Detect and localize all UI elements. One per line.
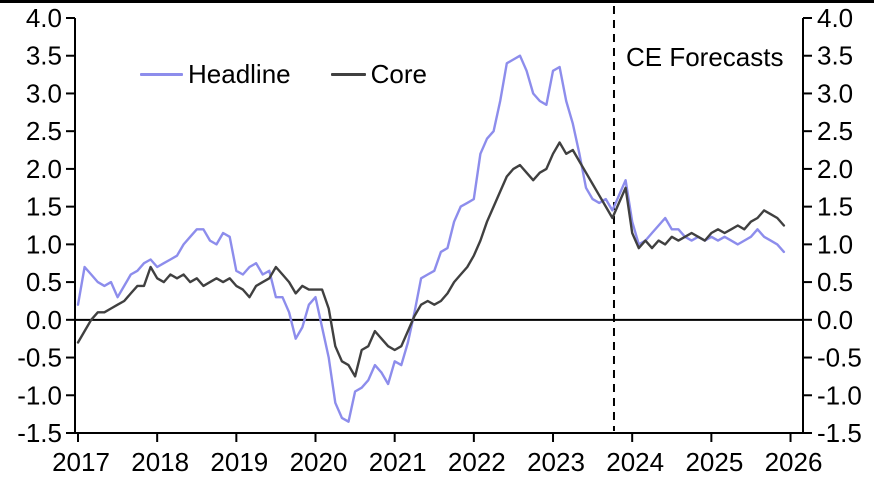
y-axis-label-left: 1.0 — [26, 229, 62, 259]
y-axis-label-left: -1.5 — [17, 418, 62, 448]
x-axis-label: 2025 — [685, 447, 743, 477]
x-axis-label: 2017 — [52, 447, 110, 477]
y-axis-label-left: 0.0 — [26, 305, 62, 335]
x-axis-label: 2021 — [369, 447, 427, 477]
x-axis-label: 2026 — [765, 447, 823, 477]
y-axis-label-left: -1.0 — [17, 380, 62, 410]
y-axis-label-left: 4.0 — [26, 3, 62, 33]
y-axis-label-right: 0.5 — [817, 267, 853, 297]
x-axis-label: 2020 — [290, 447, 348, 477]
y-axis-label-left: -0.5 — [17, 343, 62, 373]
headline-legend-line — [140, 73, 183, 76]
y-axis-label-right: 2.0 — [817, 154, 853, 184]
y-axis-label-right: -1.5 — [817, 418, 862, 448]
y-axis-label-left: 2.5 — [26, 116, 62, 146]
x-axis-label: 2022 — [448, 447, 506, 477]
y-axis-label-right: 0.0 — [817, 305, 853, 335]
y-axis-label-left: 3.0 — [26, 78, 62, 108]
core-line — [76, 141, 786, 378]
y-axis-label-left: 3.5 — [26, 41, 62, 71]
y-axis-label-right: 3.5 — [817, 41, 853, 71]
forecast-label: CE Forecasts — [626, 42, 784, 72]
y-axis-label-left: 0.5 — [26, 267, 62, 297]
y-axis-label-right: -1.0 — [817, 380, 862, 410]
legend-core-label: Core — [370, 59, 427, 89]
legend: Headline Core — [140, 59, 427, 90]
x-axis-label: 2023 — [527, 447, 585, 477]
y-axis-label-right: 3.0 — [817, 78, 853, 108]
y-axis-label-left: 1.5 — [26, 192, 62, 222]
y-axis-label-right: -0.5 — [817, 343, 862, 373]
legend-headline-label: Headline — [188, 59, 291, 89]
headline-line — [76, 54, 786, 423]
y-axis-label-right: 1.5 — [817, 192, 853, 222]
y-axis-label-right: 4.0 — [817, 3, 853, 33]
y-axis-label-right: 1.0 — [817, 229, 853, 259]
x-axis-label: 2018 — [131, 447, 189, 477]
x-axis-label: 2019 — [210, 447, 268, 477]
x-axis-label: 2024 — [606, 447, 664, 477]
y-axis-label-left: 2.0 — [26, 154, 62, 184]
y-axis-label-right: 2.5 — [817, 116, 853, 146]
core-legend-line — [330, 73, 366, 76]
chart-top-border — [0, 0, 874, 3]
